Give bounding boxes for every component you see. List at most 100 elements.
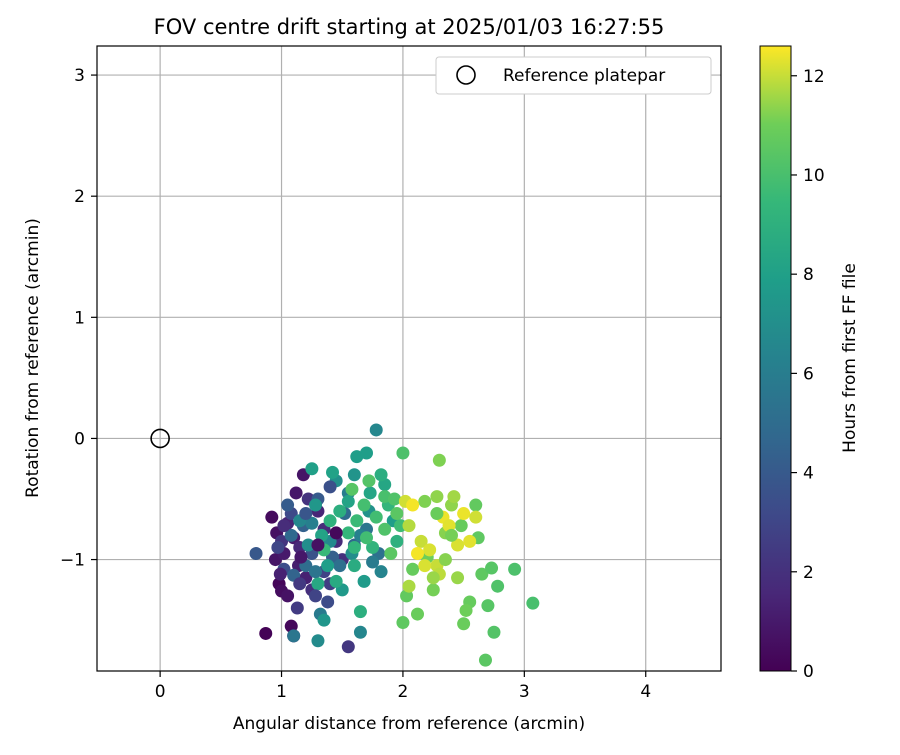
data-point-116 [459,603,473,617]
data-point-140 [390,507,404,521]
data-point-120 [402,519,416,533]
data-point-75 [374,468,388,482]
data-point-85 [369,510,383,524]
data-point-46 [287,629,301,643]
data-point-111 [508,562,522,576]
data-point-105 [469,498,483,512]
data-point-119 [447,490,461,504]
data-point-158 [311,538,325,552]
y-axis-label: Rotation from reference (arcmin) [23,218,43,498]
data-point-134 [418,559,432,573]
data-points [249,423,540,667]
reference-platepar-marker [150,428,170,449]
colorbar-tick-label-1: 2 [803,563,814,583]
data-point-98 [426,583,440,597]
data-point-72 [311,577,325,591]
data-point-131 [463,534,477,548]
legend: Reference platepar [435,56,712,95]
data-point-50 [374,565,388,579]
data-point-141 [378,522,392,536]
data-point-34 [281,498,295,512]
data-point-67 [305,462,319,476]
data-point-129 [451,538,465,552]
data-point-106 [475,567,489,581]
y-tick-label-1: 0 [74,429,85,449]
data-point-90 [362,474,376,488]
data-point-115 [454,519,468,533]
data-point-78 [323,514,337,528]
data-point-79 [366,540,380,554]
data-point-112 [526,596,540,610]
data-point-109 [487,625,501,639]
colorbar-tick-label-4: 8 [803,265,814,285]
legend-label: Reference platepar [503,66,665,86]
data-point-59 [347,468,361,482]
colorbar-tick-label-0: 0 [803,662,814,682]
data-point-52 [353,625,367,639]
x-axis-ticks: 0 1 2 3 4 [155,671,651,702]
x-tick-label-4: 4 [640,682,651,702]
data-point-126 [406,498,420,512]
data-point-135 [402,579,416,593]
legend-marker [456,65,476,85]
data-point-132 [469,510,483,524]
data-point-23 [341,640,355,654]
data-point-143 [347,540,361,554]
y-tick-label-0: −1 [60,551,85,571]
data-point-76 [353,605,367,619]
chart-title: FOV centre drift starting at 2025/01/03 … [154,15,665,39]
x-tick-label-2: 2 [398,682,409,702]
data-point-151 [299,507,313,521]
data-point-108 [481,599,495,613]
data-point-70 [363,486,377,500]
data-point-103 [457,617,471,631]
data-point-54 [305,516,319,530]
colorbar-tick-label-2: 4 [803,464,814,484]
data-point-139 [430,507,444,521]
data-point-83 [350,514,364,528]
data-point-60 [309,498,323,512]
data-point-156 [273,567,287,581]
colorbar-tick-label-5: 10 [803,166,825,186]
grid-lines [97,46,721,671]
x-tick-label-0: 0 [155,682,166,702]
data-point-32 [321,595,335,609]
data-point-149 [309,565,323,579]
y-axis-ticks: −1 0 1 2 3 [60,66,97,571]
x-tick-label-1: 1 [276,682,287,702]
data-point-110 [491,579,505,593]
data-point-92 [384,547,398,561]
data-point-122 [423,543,437,557]
data-point-133 [410,547,424,561]
data-point-53 [311,634,325,648]
data-point-61 [317,613,331,627]
data-point-159 [329,526,343,540]
data-point-146 [321,559,335,573]
colorbar-label: Hours from first FF file [840,263,860,453]
plot-frame [96,45,722,672]
data-point-138 [444,528,458,542]
data-point-93 [396,616,410,630]
data-point-86 [357,498,371,512]
colorbar-gradient [759,45,792,672]
data-point-28 [271,540,285,554]
colorbar-tick-label-6: 12 [803,67,825,87]
y-tick-label-3: 2 [74,187,85,207]
data-point-7 [281,589,295,603]
legend-box [435,56,712,95]
data-point-130 [457,507,471,521]
data-point-49 [366,555,380,569]
colorbar-tick-label-3: 6 [803,364,814,384]
data-point-73 [329,574,343,588]
data-point-77 [390,534,404,548]
data-point-121 [414,534,428,548]
colorbar: 0 2 4 6 8 10 12 Hours from first FF file [759,45,860,682]
data-point-99 [432,453,446,467]
data-point-150 [284,528,298,542]
data-point-33 [249,547,263,561]
data-point-96 [410,607,424,621]
data-point-1 [265,510,279,524]
data-point-147 [301,538,315,552]
